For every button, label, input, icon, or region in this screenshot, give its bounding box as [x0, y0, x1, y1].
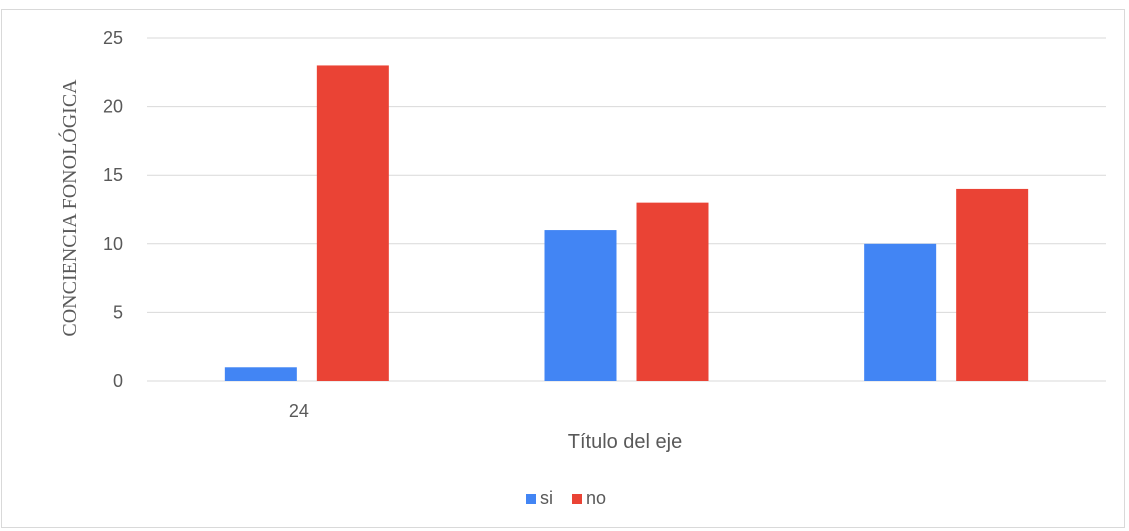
bars: [224, 65, 1029, 381]
bar-si-1: [224, 367, 297, 381]
y-tick-label: 20: [103, 97, 123, 117]
bar-si-3: [864, 243, 937, 381]
bar-no-3: [956, 188, 1029, 381]
legend-swatch-no: [572, 494, 582, 504]
y-tick-label: 25: [103, 28, 123, 48]
y-axis-title: CONCIENCIA FONOLÓGICA: [57, 79, 81, 337]
y-tick-label: 0: [113, 371, 123, 391]
legend-label-no: no: [586, 488, 606, 508]
bar-no-1: [316, 65, 389, 381]
bar-si-2: [544, 230, 617, 381]
x-tick-label: 24: [289, 401, 309, 421]
y-tick-labels: 0 5 10 15 20 25: [103, 28, 123, 391]
legend-swatch-si: [526, 494, 536, 504]
legend: si no: [526, 488, 606, 508]
x-tick-labels: 24: [289, 401, 309, 421]
y-tick-label: 10: [103, 234, 123, 254]
y-tick-label: 15: [103, 165, 123, 185]
bar-no-2: [636, 202, 709, 381]
legend-label-si: si: [540, 488, 553, 508]
x-axis-title: Título del eje: [568, 431, 683, 453]
gridlines: [147, 37, 1106, 382]
y-tick-label: 5: [113, 302, 123, 322]
